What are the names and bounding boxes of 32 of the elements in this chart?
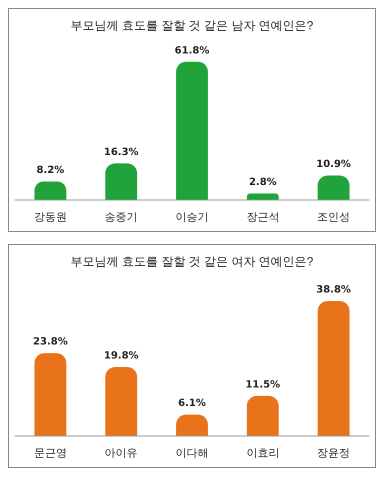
bar: [34, 353, 66, 436]
bar: [318, 175, 350, 200]
data-label: 6.1%: [178, 398, 206, 410]
x-tick-label: 아이유: [104, 447, 138, 460]
bar: [246, 194, 279, 200]
data-label: 8.2%: [36, 165, 64, 176]
data-label: 16.3%: [104, 146, 139, 158]
data-label: 2.8%: [248, 177, 277, 188]
bar: [318, 300, 350, 436]
x-tick-label: 이다해: [176, 447, 208, 460]
bar: [105, 163, 138, 200]
chart-title: 부모님께 효도를 잘할 것 같은 남자 연예인은?: [70, 18, 314, 33]
bar: [34, 181, 66, 200]
data-label: 19.8%: [104, 350, 139, 362]
x-tick-label: 강동원: [34, 211, 67, 224]
x-tick-label: 송중기: [104, 211, 138, 224]
chart-title: 부모님께 효도를 잘할 것 같은 여자 연예인은?: [70, 254, 314, 269]
bar: [246, 396, 279, 436]
x-tick-label: 이효리: [246, 447, 280, 460]
x-tick-label: 조인성: [317, 211, 350, 224]
bar: [176, 62, 208, 200]
data-label: 38.8%: [316, 284, 351, 296]
x-tick-label: 장근석: [246, 211, 280, 224]
data-label: 11.5%: [245, 379, 280, 390]
x-tick-label: 이승기: [176, 211, 208, 224]
data-label: 61.8%: [174, 45, 210, 56]
bar: [105, 366, 138, 436]
data-label: 10.9%: [316, 159, 351, 170]
x-tick-label: 문근영: [34, 447, 67, 460]
x-tick-label: 장윤정: [317, 447, 350, 460]
data-label: 23.8%: [33, 336, 68, 348]
bar: [176, 414, 208, 436]
